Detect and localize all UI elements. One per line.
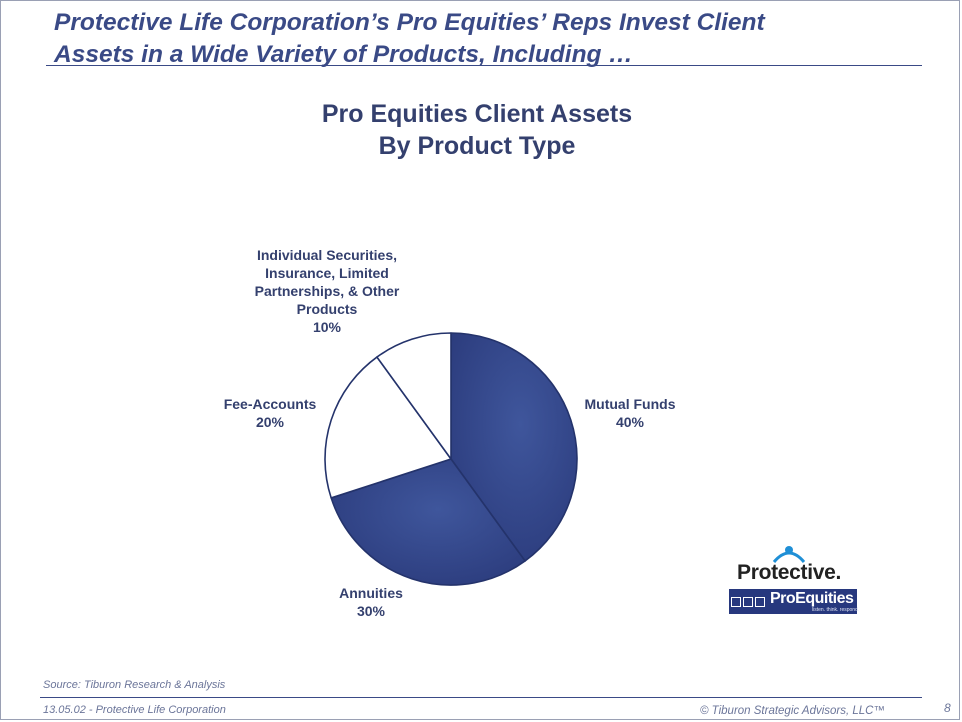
footer-date-company: 13.05.02 - Protective Life Corporation: [43, 704, 226, 716]
page-number: 8: [944, 701, 951, 715]
footer-copyright: © Tiburon Strategic Advisors, LLC™: [700, 705, 885, 717]
proequities-boxes-icon: [731, 597, 767, 615]
slice-label-annuities: Annuities 30%: [311, 584, 431, 620]
chart-title-line-1: Pro Equities Client Assets: [321, 100, 633, 128]
slice-value-mutual-funds: 40%: [615, 414, 645, 430]
proequities-wordmark: ProEquities: [770, 590, 854, 607]
slide-title-line-1: Protective Life Corporation’s Pro Equiti…: [54, 9, 765, 36]
footer-divider: [40, 697, 922, 698]
pie-slice-individual-securities-insurance-limited-partnerships-other-products: [376, 332, 452, 460]
slice-name-other-products: Individual Securities, Insurance, Limite…: [254, 247, 400, 317]
proequities-tagline: listen. think. respond.: [812, 607, 860, 613]
protective-umbrella-icon: [772, 546, 806, 563]
protective-wordmark: Protective.: [737, 561, 842, 584]
slice-label-mutual-funds: Mutual Funds 40%: [570, 395, 690, 431]
chart-title-line-2: By Product Type: [378, 132, 576, 160]
slice-name-annuities: Annuities: [339, 585, 403, 601]
slice-name-fee-accounts: Fee-Accounts: [223, 396, 317, 412]
pie-slice-fee-accounts: [324, 356, 452, 499]
pie-slice-mutual-funds: [450, 332, 578, 562]
slice-label-fee-accounts: Fee-Accounts 20%: [205, 395, 335, 431]
slice-label-other-products: Individual Securities, Insurance, Limite…: [237, 246, 417, 336]
slice-value-fee-accounts: 20%: [255, 414, 285, 430]
slice-name-mutual-funds: Mutual Funds: [584, 396, 676, 412]
slide-title-line-2: Assets in a Wide Variety of Products, In…: [54, 41, 633, 68]
source-note: Source: Tiburon Research & Analysis: [43, 679, 226, 691]
chart-title: Pro Equities Client Assets By Product Ty…: [200, 98, 754, 162]
title-divider: [46, 65, 922, 66]
slide-title: Protective Life Corporation’s Pro Equiti…: [54, 7, 934, 71]
pie-slice-annuities: [330, 458, 526, 586]
slice-value-annuities: 30%: [356, 603, 386, 619]
proequities-logo: [729, 589, 857, 614]
slice-value-other-products: 10%: [312, 319, 342, 335]
